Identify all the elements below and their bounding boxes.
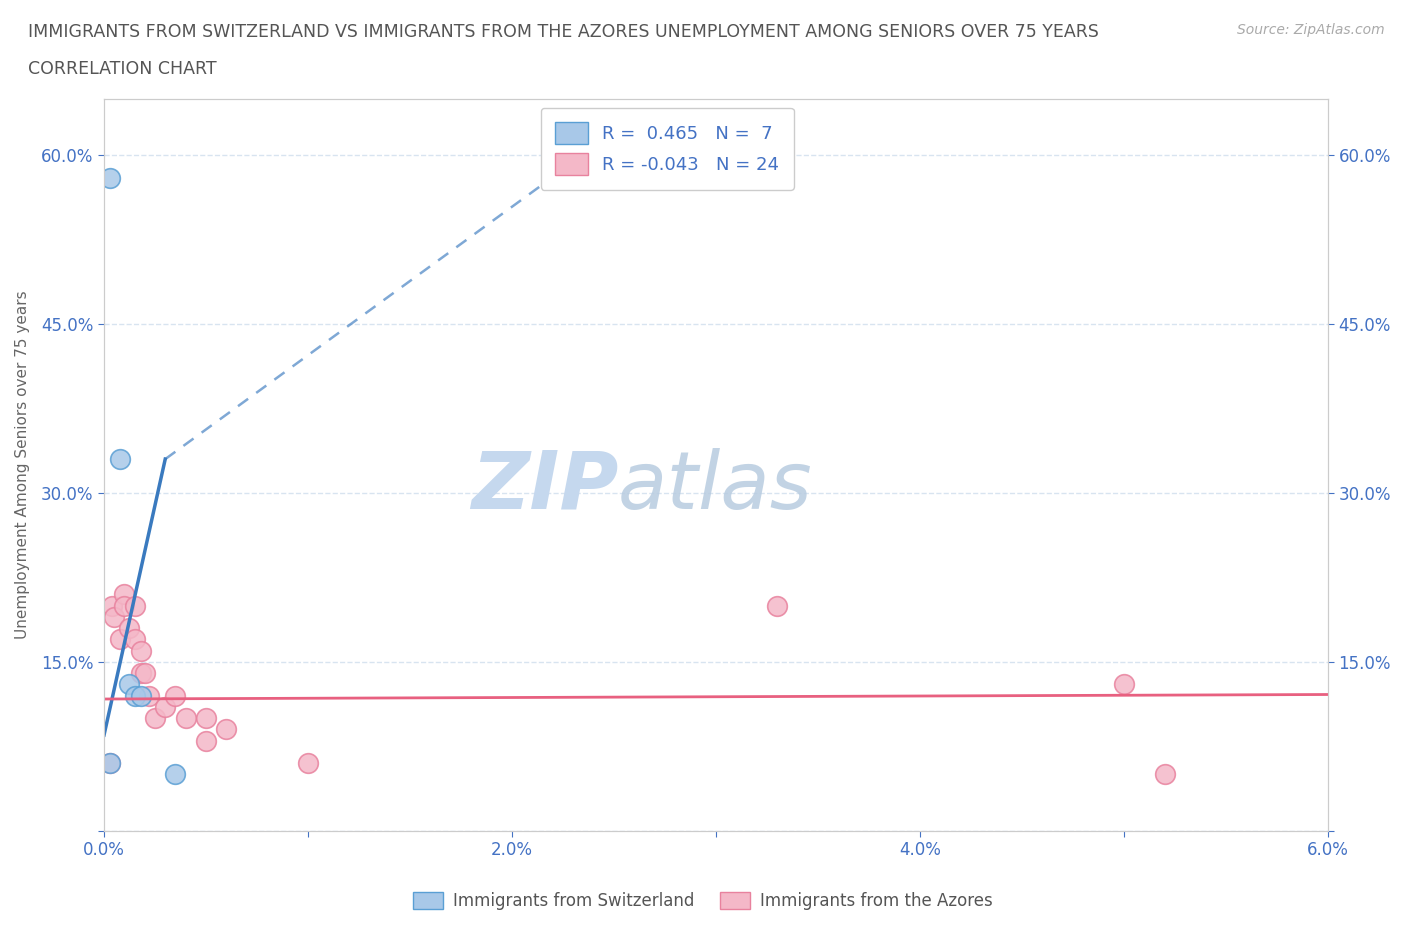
Point bbox=[110, 631, 132, 646]
Y-axis label: Unemployment Among Seniors over 75 years: Unemployment Among Seniors over 75 years bbox=[15, 290, 30, 639]
Point bbox=[766, 598, 789, 613]
Point bbox=[117, 620, 139, 635]
Point bbox=[129, 644, 152, 658]
Point bbox=[195, 733, 218, 748]
Point bbox=[1112, 677, 1135, 692]
Point bbox=[103, 609, 125, 624]
Point bbox=[165, 688, 187, 703]
Point bbox=[117, 677, 139, 692]
Text: IMMIGRANTS FROM SWITZERLAND VS IMMIGRANTS FROM THE AZORES UNEMPLOYMENT AMONG SEN: IMMIGRANTS FROM SWITZERLAND VS IMMIGRANT… bbox=[28, 23, 1099, 41]
Point bbox=[124, 631, 146, 646]
Text: Source: ZipAtlas.com: Source: ZipAtlas.com bbox=[1237, 23, 1385, 37]
Point bbox=[134, 666, 156, 681]
Point bbox=[98, 756, 121, 771]
Point bbox=[129, 666, 152, 681]
Text: atlas: atlas bbox=[619, 447, 813, 525]
Legend: R =  0.465   N =  7, R = -0.043   N = 24: R = 0.465 N = 7, R = -0.043 N = 24 bbox=[541, 108, 793, 190]
Point bbox=[124, 688, 146, 703]
Point bbox=[143, 711, 166, 725]
Point bbox=[101, 598, 124, 613]
Point bbox=[98, 170, 121, 185]
Point bbox=[165, 767, 187, 782]
Text: ZIP: ZIP bbox=[471, 447, 619, 525]
Point bbox=[155, 699, 177, 714]
Point bbox=[98, 756, 121, 771]
Point bbox=[129, 688, 152, 703]
Point bbox=[110, 452, 132, 467]
Point bbox=[174, 711, 197, 725]
Point bbox=[215, 722, 238, 737]
Point bbox=[195, 711, 218, 725]
Legend: Immigrants from Switzerland, Immigrants from the Azores: Immigrants from Switzerland, Immigrants … bbox=[406, 885, 1000, 917]
Point bbox=[112, 587, 135, 602]
Point bbox=[124, 598, 146, 613]
Point bbox=[138, 688, 160, 703]
Text: CORRELATION CHART: CORRELATION CHART bbox=[28, 60, 217, 78]
Point bbox=[1154, 767, 1177, 782]
Point bbox=[297, 756, 319, 771]
Point bbox=[112, 598, 135, 613]
